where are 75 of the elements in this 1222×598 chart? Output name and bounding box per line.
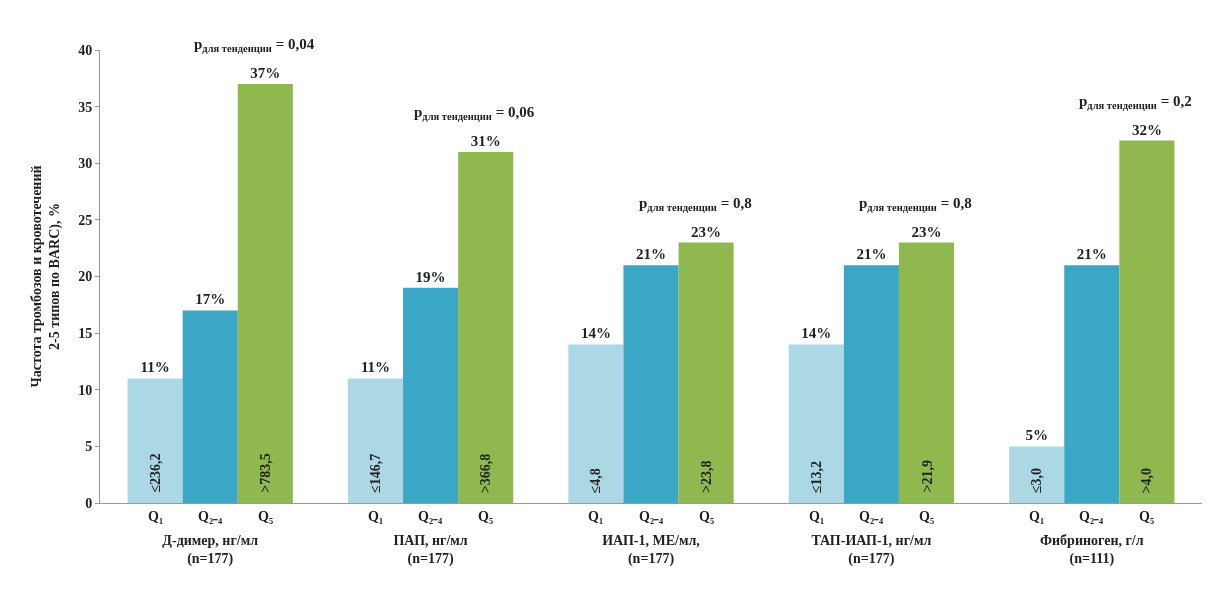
bar [127,378,183,503]
text: Q₁ [368,509,384,524]
bar [182,310,238,503]
data-label: 19% [415,268,446,285]
text: Q₂₋₄ [418,509,443,524]
x-tick-label: ПАП, нг/мл (n=177) [393,532,468,567]
data-label: 21% [856,246,887,263]
annotation: ≤13,2 [809,461,825,494]
annotation: >783,5 [257,453,273,493]
series-label: Q₁ [148,509,164,524]
data-label: 11% [140,359,170,376]
x-tick-label: Фибриноген, г/л (n=111) [1040,532,1144,567]
text: Q₅ [478,509,494,524]
bar [843,265,899,503]
y-axis-title: Частота тромбозов и кровотечений 2-5 типов по BARC), % [28,165,63,388]
annotation: p$_{для тенденции}$ = 0,2 [1079,93,1192,112]
annotation: >4,0 [1139,467,1155,494]
y-tick-label: 15 [78,326,93,342]
annotation: p$_{для тенденции}$ = 0,06 [414,104,535,123]
bar [678,242,734,503]
bar [1119,140,1175,503]
bar [898,242,955,503]
data-label: 14% [801,325,832,342]
bar [403,287,459,503]
bar [788,344,844,503]
text: Q₁ [809,509,825,524]
annotation: >366,8 [478,453,494,494]
text: Q₅ [919,509,935,524]
text: Q₂₋₄ [639,509,664,524]
y-tick-label: 30 [78,156,93,172]
bar [1009,446,1065,503]
data-label: 21% [636,246,666,263]
bar [1064,265,1120,503]
y-tick-label: 20 [78,269,93,285]
data-label: 11% [360,359,391,376]
y-tick-label: 25 [78,212,93,228]
y-tick-label: 5 [85,439,93,455]
annotation: >21,9 [919,460,935,493]
data-label: 21% [1076,246,1107,263]
x-tick-label: Д-димер, нг/мл (n=177) [162,532,259,567]
annotation: ≤3,0 [1029,468,1045,494]
data-label: 23% [911,223,942,240]
series-label: Q₂₋₄ [198,509,224,524]
annotation: p$_{для тенденции}$ = 0,8 [859,195,972,214]
text: Q₁ [588,509,604,524]
bar [623,265,679,503]
y-tick-label: 0 [85,495,93,511]
text: Q₂₋₄ [1079,509,1104,524]
x-tick-label: ИАП-1, МЕ/мл, (n=177) [602,532,700,567]
text: Q₅ [699,509,715,524]
data-label: 37% [250,64,281,81]
x-tick-label: ТАП-ИАП-1, нг/мл (n=177) [811,532,932,567]
bar [237,83,293,503]
annotation: p$_{для тенденции}$ = 0,04 [194,36,315,55]
annotation: ≤4,8 [588,468,604,494]
y-tick-label: 35 [78,99,93,115]
y-tick-label: 40 [78,42,93,58]
bar [347,378,404,503]
bar [568,344,624,503]
annotation: ≤236,2 [147,453,163,493]
data-label: 5% [1025,427,1048,444]
annotation: p$_{для тенденции}$ = 0,8 [639,195,752,214]
annotation: >23,8 [699,460,715,494]
data-label: 31% [470,132,501,149]
data-label: 32% [1131,121,1162,138]
bar [458,151,514,503]
data-label: 23% [691,223,722,240]
data-label: 17% [195,291,226,308]
text: Q₁ [1029,509,1045,524]
annotation: ≤146,7 [368,453,383,493]
data-label: 14% [580,325,611,342]
text: Q₂₋₄ [859,509,884,524]
series-label: Q₅ [258,509,274,524]
text: Q₅ [1139,509,1155,524]
y-tick-label: 10 [78,382,93,398]
